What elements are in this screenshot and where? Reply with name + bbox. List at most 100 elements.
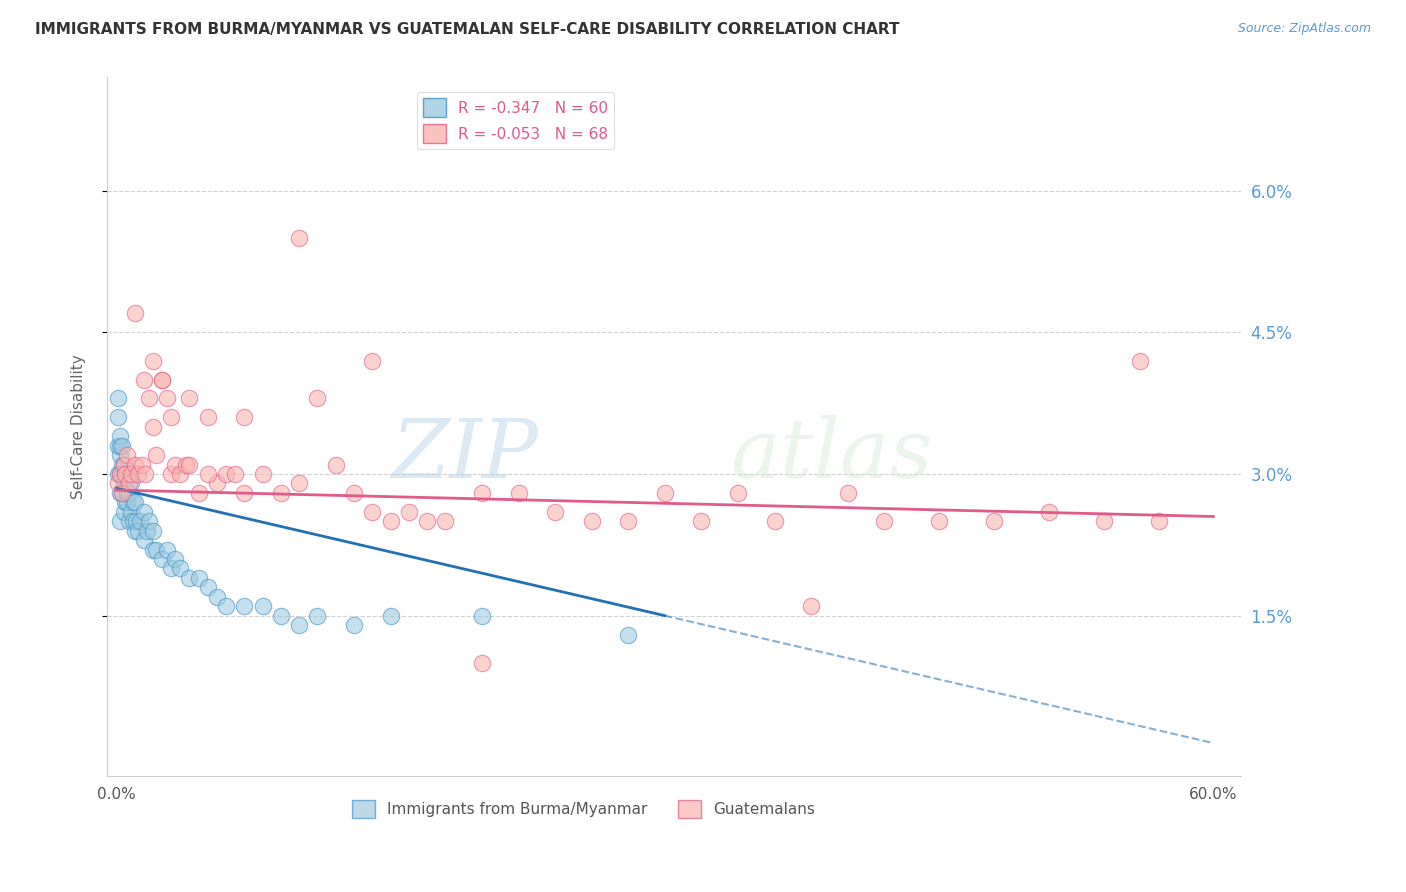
Point [120, 476, 142, 491]
Point [114, 476, 136, 491]
Point [343, 486, 366, 500]
Point [115, 467, 138, 481]
Point [800, 599, 823, 614]
Point [112, 505, 135, 519]
Point [114, 467, 136, 481]
Point [205, 476, 228, 491]
Point [114, 495, 136, 509]
Point [121, 514, 143, 528]
Point [108, 486, 131, 500]
Point [270, 486, 292, 500]
Point [111, 486, 134, 500]
Point [837, 486, 859, 500]
Point [983, 514, 1005, 528]
Point [224, 467, 246, 481]
Point [115, 495, 138, 509]
Point [111, 439, 134, 453]
Point [107, 467, 129, 481]
Point [1092, 514, 1115, 528]
Point [132, 505, 155, 519]
Text: atlas: atlas [731, 415, 934, 495]
Point [928, 514, 950, 528]
Point [1147, 514, 1170, 528]
Point [156, 542, 179, 557]
Point [233, 599, 256, 614]
Point [131, 458, 153, 472]
Point [197, 467, 219, 481]
Point [160, 467, 183, 481]
Point [187, 571, 209, 585]
Point [108, 429, 131, 443]
Point [136, 524, 159, 538]
Point [179, 392, 201, 406]
Point [471, 656, 494, 670]
Point [108, 514, 131, 528]
Point [380, 514, 402, 528]
Point [145, 448, 167, 462]
Point [288, 231, 311, 245]
Point [108, 448, 131, 462]
Y-axis label: Self-Care Disability: Self-Care Disability [72, 354, 86, 500]
Point [654, 486, 676, 500]
Point [179, 458, 201, 472]
Point [112, 476, 135, 491]
Point [434, 514, 457, 528]
Point [1038, 505, 1060, 519]
Point [416, 514, 439, 528]
Point [132, 533, 155, 548]
Point [114, 467, 136, 481]
Point [179, 571, 201, 585]
Point [125, 514, 148, 528]
Point [544, 505, 567, 519]
Point [361, 353, 384, 368]
Point [307, 608, 329, 623]
Point [142, 524, 165, 538]
Point [107, 410, 129, 425]
Point [398, 505, 420, 519]
Point [508, 486, 530, 500]
Point [115, 486, 138, 500]
Point [617, 514, 640, 528]
Point [120, 467, 142, 481]
Point [107, 439, 129, 453]
Point [174, 458, 197, 472]
Point [270, 608, 292, 623]
Point [150, 373, 173, 387]
Point [205, 590, 228, 604]
Point [150, 373, 173, 387]
Point [307, 392, 329, 406]
Point [471, 608, 494, 623]
Point [124, 306, 146, 320]
Point [233, 486, 256, 500]
Point [197, 410, 219, 425]
Point [108, 439, 131, 453]
Point [160, 561, 183, 575]
Point [111, 467, 134, 481]
Point [288, 618, 311, 632]
Point [169, 561, 191, 575]
Point [873, 514, 896, 528]
Point [1129, 353, 1152, 368]
Point [129, 514, 152, 528]
Point [118, 514, 141, 528]
Point [118, 486, 141, 500]
Point [112, 458, 135, 472]
Point [138, 514, 160, 528]
Point [215, 599, 238, 614]
Point [127, 467, 149, 481]
Point [145, 542, 167, 557]
Text: Source: ZipAtlas.com: Source: ZipAtlas.com [1237, 22, 1371, 36]
Point [156, 392, 179, 406]
Text: ZIP: ZIP [391, 415, 538, 495]
Point [107, 392, 129, 406]
Point [108, 467, 131, 481]
Point [150, 552, 173, 566]
Text: IMMIGRANTS FROM BURMA/MYANMAR VS GUATEMALAN SELF-CARE DISABILITY CORRELATION CHA: IMMIGRANTS FROM BURMA/MYANMAR VS GUATEMA… [35, 22, 900, 37]
Point [361, 505, 384, 519]
Point [252, 467, 274, 481]
Point [617, 627, 640, 641]
Point [163, 458, 186, 472]
Legend: Immigrants from Burma/Myanmar, Guatemalans: Immigrants from Burma/Myanmar, Guatemala… [346, 794, 821, 824]
Point [142, 419, 165, 434]
Point [118, 476, 141, 491]
